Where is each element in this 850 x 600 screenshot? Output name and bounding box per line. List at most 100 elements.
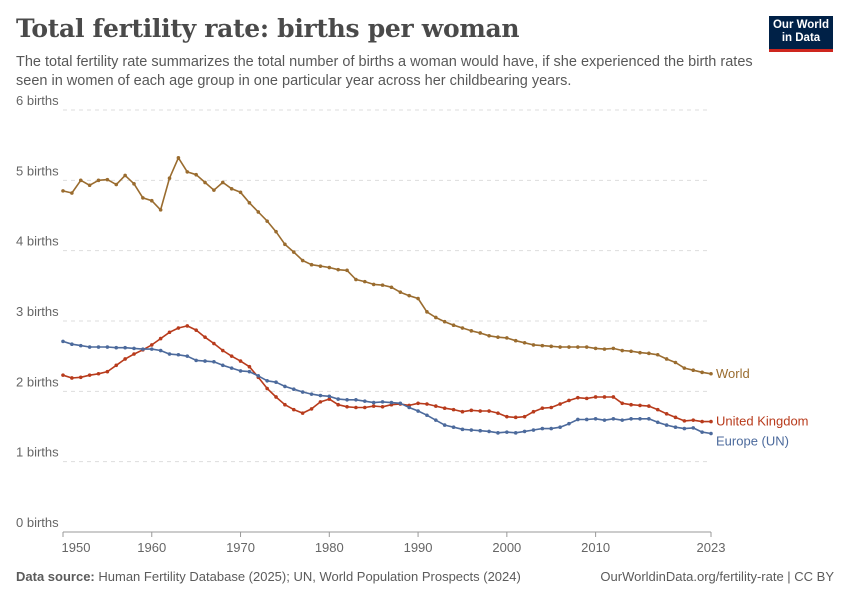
data-point[interactable] [611, 395, 616, 399]
data-point[interactable] [434, 418, 438, 422]
data-point[interactable] [531, 343, 536, 347]
data-point[interactable] [345, 397, 349, 402]
data-point[interactable] [87, 373, 92, 377]
data-point[interactable] [318, 264, 323, 268]
data-point[interactable] [540, 343, 545, 348]
data-point[interactable] [336, 267, 340, 272]
data-point[interactable] [256, 374, 261, 378]
data-point[interactable] [451, 323, 456, 328]
data-point[interactable] [664, 423, 669, 427]
data-point[interactable] [469, 408, 474, 413]
data-point[interactable] [336, 402, 340, 407]
data-point[interactable] [300, 411, 305, 415]
data-point[interactable] [691, 426, 696, 430]
data-point[interactable] [363, 399, 367, 403]
data-point[interactable] [291, 387, 296, 392]
data-point[interactable] [149, 343, 154, 347]
data-point[interactable] [158, 336, 163, 341]
data-point[interactable] [229, 366, 234, 370]
data-point[interactable] [709, 431, 713, 436]
data-point[interactable] [158, 348, 163, 353]
data-point[interactable] [194, 328, 198, 332]
data-point[interactable] [158, 208, 163, 212]
data-point[interactable] [558, 402, 562, 406]
data-point[interactable] [531, 409, 536, 414]
data-point[interactable] [584, 396, 589, 401]
data-point[interactable] [371, 282, 376, 287]
data-point[interactable] [114, 182, 119, 187]
data-point[interactable] [167, 352, 172, 356]
data-point[interactable] [673, 425, 678, 430]
data-point[interactable] [602, 347, 607, 351]
data-point[interactable] [96, 345, 101, 349]
data-point[interactable] [220, 348, 225, 353]
data-point[interactable] [363, 405, 367, 410]
data-point[interactable] [398, 401, 403, 406]
data-point[interactable] [487, 409, 491, 413]
data-point[interactable] [274, 380, 278, 384]
data-point[interactable] [673, 360, 678, 365]
data-point[interactable] [709, 371, 713, 376]
data-point[interactable] [265, 219, 269, 223]
data-point[interactable] [682, 366, 687, 370]
data-point[interactable] [141, 347, 145, 351]
data-point[interactable] [478, 331, 483, 335]
data-point[interactable] [576, 417, 580, 422]
data-point[interactable] [682, 426, 687, 431]
data-point[interactable] [70, 376, 74, 380]
data-point[interactable] [709, 419, 713, 424]
data-point[interactable] [265, 378, 269, 383]
data-point[interactable] [212, 359, 216, 364]
data-point[interactable] [61, 339, 65, 344]
data-point[interactable] [682, 419, 687, 423]
data-point[interactable] [451, 425, 456, 430]
data-point[interactable] [203, 359, 207, 363]
data-point[interactable] [434, 404, 438, 408]
data-point[interactable] [549, 344, 554, 349]
data-point[interactable] [602, 418, 607, 422]
data-point[interactable] [247, 364, 252, 369]
series-label[interactable]: World [716, 366, 750, 381]
series-label[interactable]: Europe (UN) [716, 434, 789, 449]
data-point[interactable] [185, 324, 190, 328]
data-point[interactable] [496, 335, 500, 339]
credit-link[interactable]: OurWorldinData.org/fertility-rate | CC B… [600, 569, 834, 584]
data-point[interactable] [371, 400, 376, 405]
data-point[interactable] [176, 352, 181, 357]
data-point[interactable] [425, 413, 429, 418]
data-point[interactable] [132, 346, 136, 351]
data-point[interactable] [194, 172, 198, 177]
data-point[interactable] [549, 405, 554, 410]
data-point[interactable] [664, 412, 669, 416]
data-point[interactable] [487, 429, 491, 434]
data-point[interactable] [212, 341, 216, 346]
data-point[interactable] [380, 283, 385, 287]
data-point[interactable] [114, 363, 119, 368]
data-point[interactable] [647, 404, 651, 408]
data-point[interactable] [558, 345, 562, 349]
data-point[interactable] [389, 400, 394, 405]
data-point[interactable] [620, 401, 625, 406]
data-point[interactable] [132, 182, 136, 186]
data-point[interactable] [78, 343, 83, 348]
data-point[interactable] [567, 421, 571, 426]
data-point[interactable] [105, 369, 110, 374]
data-point[interactable] [123, 345, 127, 350]
data-point[interactable] [620, 348, 625, 353]
data-point[interactable] [505, 430, 509, 434]
data-point[interactable] [78, 178, 83, 183]
data-point[interactable] [451, 407, 456, 412]
data-point[interactable] [238, 369, 243, 373]
data-point[interactable] [149, 198, 154, 203]
data-point[interactable] [522, 414, 527, 419]
data-point[interactable] [593, 416, 598, 421]
data-point[interactable] [620, 418, 625, 422]
data-point[interactable] [425, 402, 429, 406]
data-point[interactable] [327, 397, 332, 401]
data-point[interactable] [584, 345, 589, 349]
data-point[interactable] [87, 183, 92, 188]
data-point[interactable] [96, 371, 101, 376]
data-point[interactable] [300, 390, 305, 394]
data-point[interactable] [309, 262, 314, 267]
data-point[interactable] [522, 341, 527, 345]
